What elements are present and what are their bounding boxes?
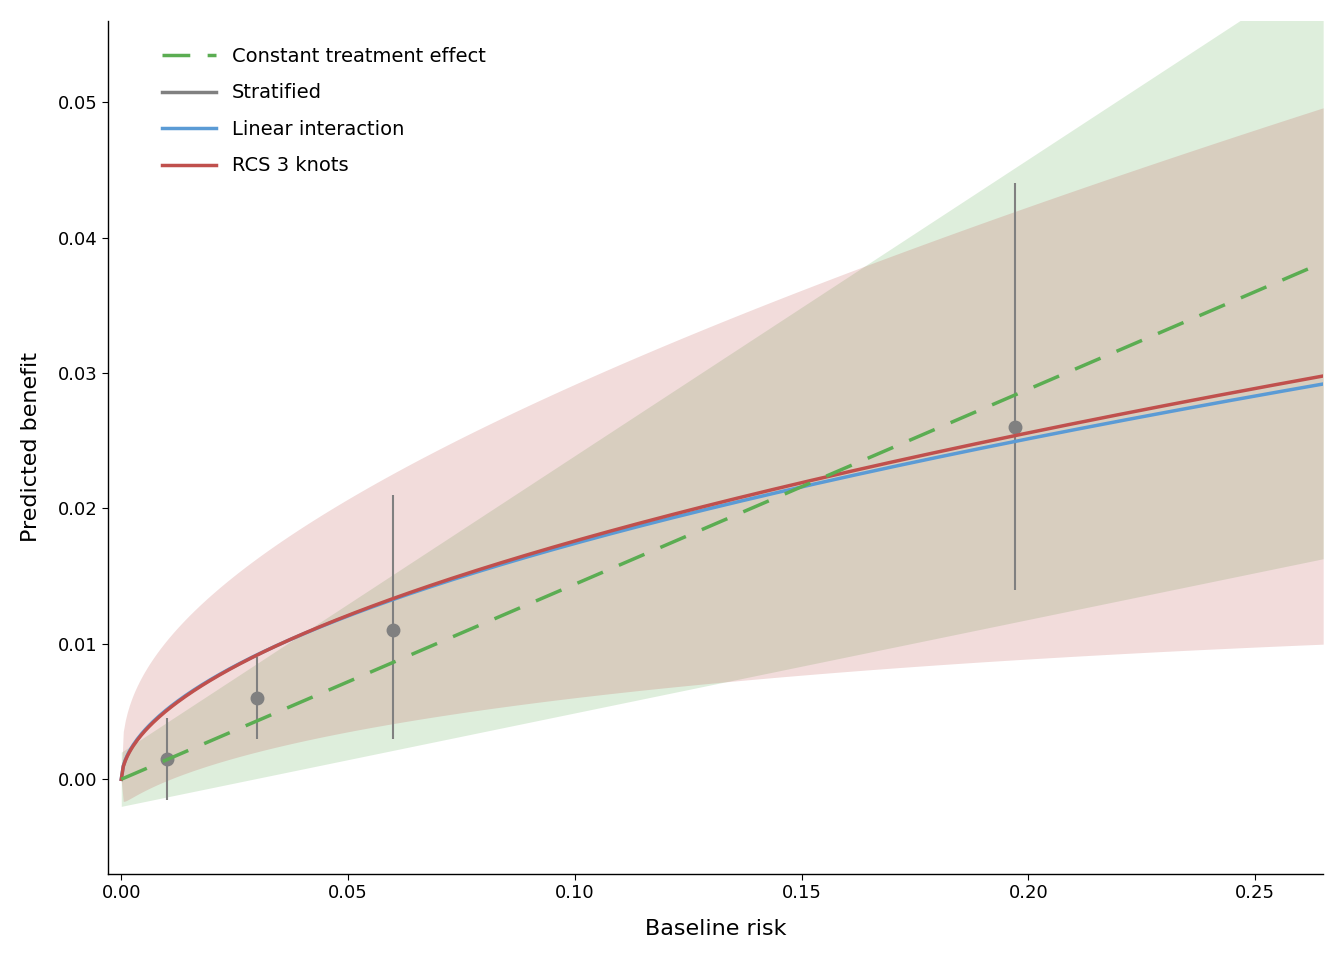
Legend: Constant treatment effect, Stratified, Linear interaction, RCS 3 knots: Constant treatment effect, Stratified, L… xyxy=(153,39,493,183)
Y-axis label: Predicted benefit: Predicted benefit xyxy=(22,352,40,542)
X-axis label: Baseline risk: Baseline risk xyxy=(645,919,786,939)
